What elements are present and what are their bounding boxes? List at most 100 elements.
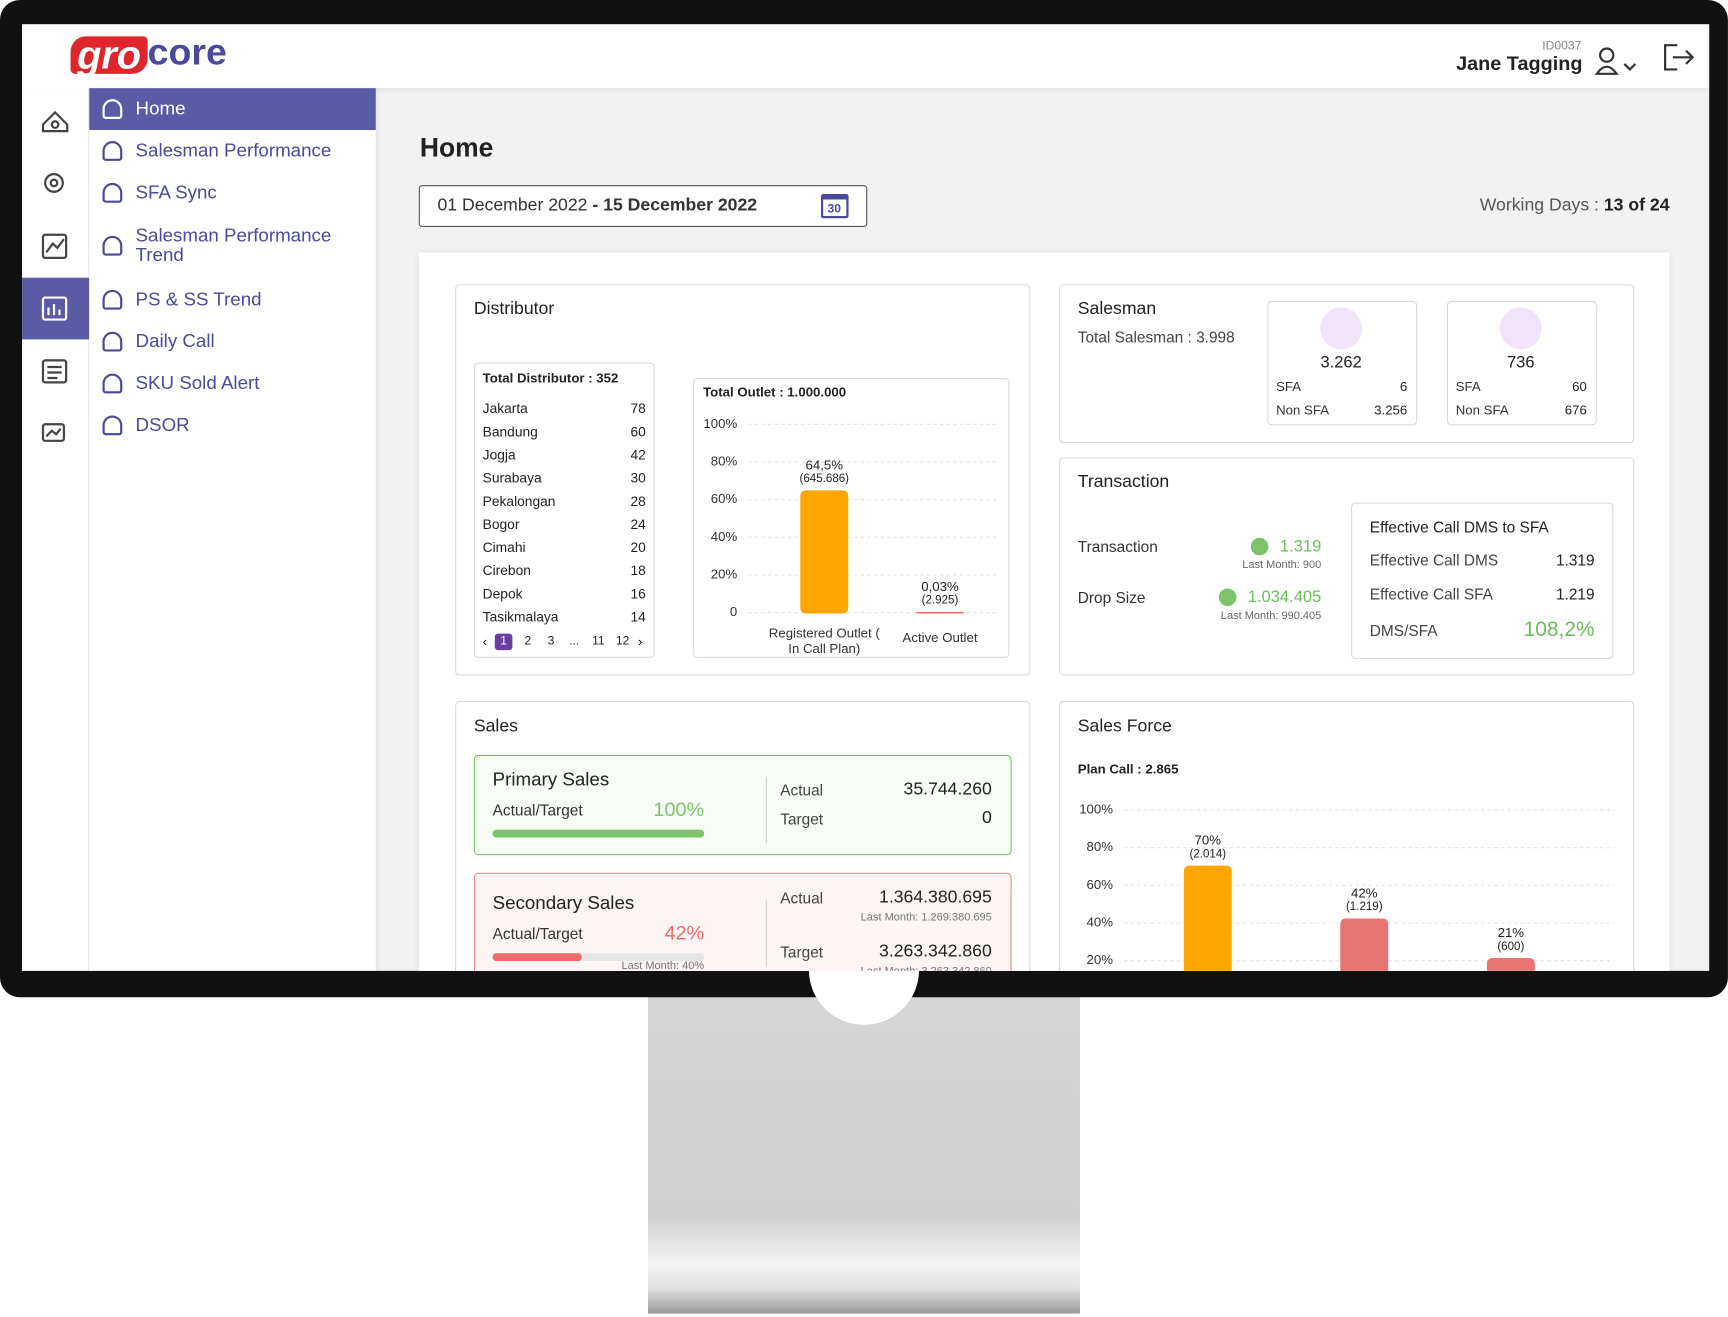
salesman-row-label: Non SFA	[1455, 402, 1509, 418]
count-label: (2.014)	[1189, 848, 1226, 860]
page-active	[494, 633, 513, 651]
progress-fill	[492, 829, 705, 838]
salesman-row-label: SFA	[1276, 379, 1302, 395]
y-tick-label: 100%	[703, 416, 737, 431]
bar	[1183, 865, 1232, 971]
value-label: 70%	[1195, 833, 1222, 848]
count-label: (600)	[1497, 941, 1524, 953]
value-label: 0,03%	[921, 579, 959, 594]
effective-label: Effective Call SFA	[1369, 585, 1493, 603]
target-label: Target	[780, 943, 824, 961]
divider	[765, 900, 767, 967]
transaction-label: Transaction	[1077, 537, 1158, 556]
transaction-last: Last Month: 990.405	[1220, 609, 1322, 623]
menu-item[interactable]: PS & SS Trend	[135, 288, 262, 310]
ratio-label: DMS/SFA	[1369, 621, 1438, 640]
transaction-label: Drop Size	[1077, 588, 1146, 607]
avatar	[1320, 307, 1363, 350]
y-tick-label: 0	[730, 604, 737, 619]
actual-last: Last Month: 1.269.380.695	[860, 911, 992, 925]
logout-icon[interactable]	[1662, 42, 1697, 73]
page-title: Home	[419, 133, 494, 164]
target-value: 3.263.342.860	[879, 942, 992, 961]
effective-title: Effective Call DMS to SFA	[1369, 517, 1549, 536]
menu-active	[89, 88, 376, 131]
sales-title: Secondary Sales	[492, 892, 635, 914]
y-tick-label: 60%	[1087, 877, 1114, 892]
distributor-count: 16	[630, 586, 646, 602]
header	[22, 24, 1710, 89]
avatar	[1499, 307, 1542, 350]
y-tick-label: 20%	[711, 567, 738, 582]
transaction-value: 1.319	[1279, 537, 1322, 556]
user-id: ID0037	[1542, 39, 1582, 53]
salesman-subcard	[1446, 300, 1597, 426]
menu-icon	[102, 141, 123, 161]
menu-item[interactable]: Home	[135, 98, 186, 120]
card-title: Transaction	[1077, 472, 1170, 492]
count-label: (645.686)	[800, 473, 850, 485]
effective-value: 1.319	[1555, 551, 1595, 569]
ratio-value: 108,2%	[1523, 618, 1595, 642]
actual-value: 35.744.260	[903, 780, 992, 799]
effective-box	[1351, 502, 1614, 659]
card-title: Salesman	[1077, 299, 1157, 319]
page-number[interactable]: 3	[547, 634, 555, 648]
count-label: (2.925)	[922, 595, 959, 607]
page-number[interactable]: 11	[592, 634, 605, 648]
menu-item[interactable]: SFA Sync	[135, 181, 217, 203]
page-number[interactable]: 1	[500, 634, 507, 648]
logo-gro: gro	[70, 35, 148, 74]
sales-ratio: 42%	[664, 921, 705, 944]
distributor-count: 42	[630, 447, 646, 463]
actual-label: Actual	[780, 889, 824, 907]
page-number[interactable]: ...	[569, 634, 580, 648]
icon-rail-active	[22, 277, 90, 340]
distributor-name: Cirebon	[482, 563, 531, 579]
working-days-label: Working Days :	[1479, 196, 1599, 215]
bar	[1340, 918, 1389, 971]
distributor-name: Bogor	[482, 516, 520, 533]
calendar-icon[interactable]	[820, 193, 849, 219]
menu-item[interactable]: SKU Sold Alert	[135, 372, 260, 394]
salesman-total: Total Salesman : 3.998	[1077, 328, 1235, 347]
menu-item[interactable]: DSOR	[135, 414, 190, 436]
rail-icons[interactable]	[22, 88, 89, 463]
progress-track	[492, 953, 705, 961]
distributor-name: Jogja	[482, 447, 516, 463]
menu-item[interactable]: Salesman Performance Trend	[135, 224, 332, 266]
menu-item[interactable]: Salesman Performance	[135, 139, 332, 161]
card-title: Sales	[473, 717, 518, 737]
salesman-row-value: 60	[1572, 379, 1587, 395]
effective-value: 1.219	[1555, 585, 1595, 603]
distributor-count: 20	[630, 539, 646, 556]
target-value: 0	[981, 808, 992, 828]
date-sep: -	[592, 196, 599, 215]
page-number[interactable]: 2	[524, 634, 532, 648]
date-range[interactable]	[418, 185, 868, 228]
target-label: Target	[780, 809, 824, 828]
sales-title: Primary Sales	[492, 769, 610, 791]
distributor-name: Cimahi	[482, 539, 526, 556]
user-icon[interactable]	[1593, 44, 1641, 77]
page-number[interactable]: 12	[615, 634, 630, 648]
distributor-count: 24	[630, 516, 646, 533]
menu-item[interactable]: Daily Call	[135, 330, 215, 352]
divider	[765, 776, 767, 844]
salesman-row-value: 676	[1564, 402, 1587, 418]
actual-value: 1.364.380.695	[879, 888, 992, 907]
count-label: (1.219)	[1346, 901, 1383, 913]
menu-icon	[102, 289, 123, 310]
y-tick-label: 80%	[711, 453, 738, 468]
y-tick-label: 40%	[1087, 915, 1114, 930]
transaction-value: 1.034.405	[1247, 587, 1322, 607]
sales-ratio: 100%	[653, 798, 705, 821]
date-end: 15 December 2022	[603, 196, 758, 215]
distributor-total: Total Distributor : 352	[482, 370, 619, 386]
x-tick-label: Registered Outlet ( In Call Plan)	[768, 625, 880, 657]
y-tick-label: 60%	[711, 491, 738, 506]
monitor-stand	[647, 986, 1080, 1314]
